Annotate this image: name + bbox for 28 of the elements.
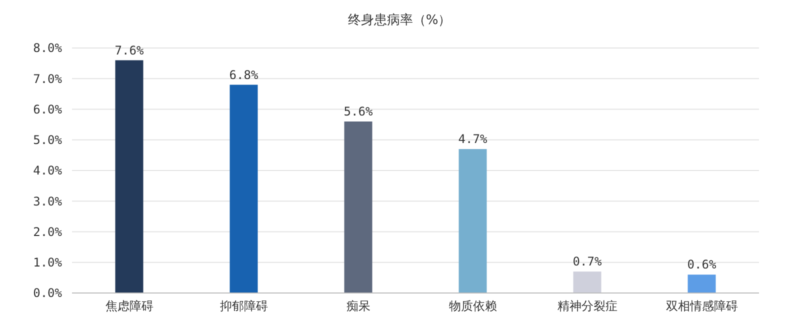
- y-tick-label: 3.0%: [33, 194, 63, 208]
- data-label: 4.7%: [458, 132, 488, 146]
- data-label: 6.8%: [229, 68, 259, 82]
- bar: [573, 272, 602, 293]
- bar: [458, 149, 487, 293]
- x-tick-label: 精神分裂症: [557, 299, 618, 313]
- chart-title: 终身患病率（%）: [348, 12, 452, 28]
- y-tick-label: 4.0%: [33, 164, 63, 178]
- x-tick-label: 双相情感障碍: [666, 299, 738, 313]
- data-label: 5.6%: [344, 104, 374, 118]
- y-tick-label: 0.0%: [33, 286, 63, 300]
- y-tick-label: 2.0%: [33, 224, 63, 239]
- x-tick-label: 痴呆: [346, 299, 370, 313]
- x-tick-label: 焦虑障碍: [105, 299, 154, 313]
- y-tick-label: 8.0%: [33, 41, 63, 56]
- y-tick-label: 7.0%: [33, 72, 63, 86]
- data-label: 0.6%: [687, 258, 717, 272]
- bar: [688, 274, 716, 293]
- bar: [344, 122, 372, 293]
- y-tick-label: 5.0%: [33, 133, 63, 148]
- data-label: 7.6%: [114, 43, 144, 58]
- bar: [115, 60, 144, 293]
- bar: [230, 84, 258, 293]
- x-tick-label: 抑郁障碍: [220, 299, 268, 313]
- y-tick-label: 6.0%: [33, 102, 63, 116]
- data-label: 0.7%: [572, 254, 602, 269]
- x-tick-label: 物质依赖: [448, 299, 497, 313]
- y-tick-label: 1.0%: [33, 256, 63, 270]
